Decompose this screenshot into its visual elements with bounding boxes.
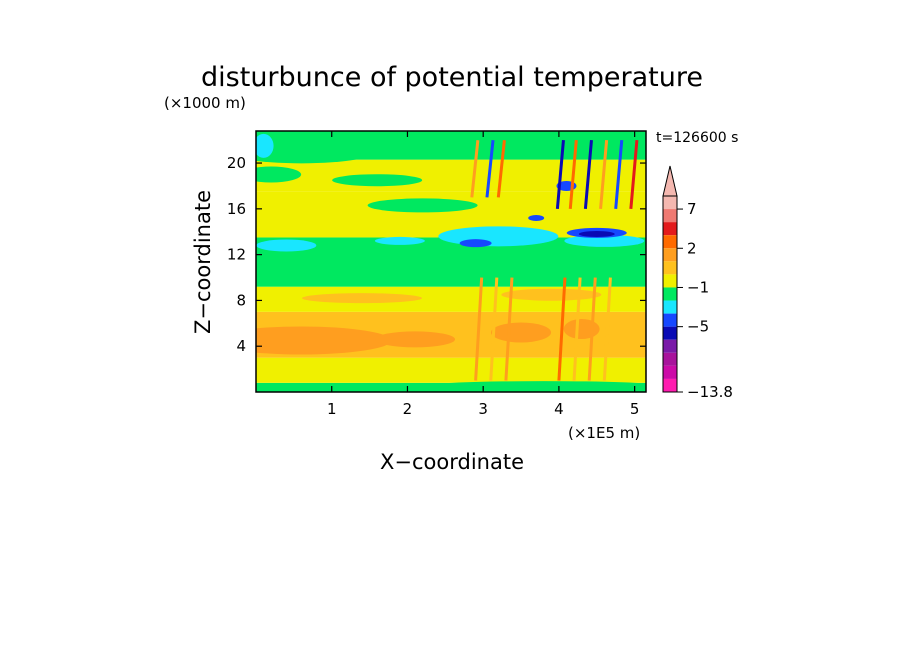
x-tick-label: 3 (478, 400, 488, 418)
colorbar-level (663, 196, 677, 210)
field-patch (256, 133, 274, 158)
colorbar-level (663, 300, 677, 314)
x-axis-label: X−coordinate (380, 450, 524, 474)
time-label: t=126600 s (656, 130, 738, 146)
field-streak (572, 277, 582, 381)
x-tick-label: 1 (327, 400, 337, 418)
y-tick-label: 4 (236, 337, 246, 355)
field-patch (459, 239, 492, 248)
y-tick-label: 12 (227, 246, 246, 264)
field-patch (491, 322, 552, 343)
colorbar-tick-label: −13.8 (687, 383, 733, 401)
y-tick-label: 8 (236, 291, 246, 309)
field-streak (504, 277, 514, 381)
field-patch (302, 293, 423, 304)
field-patch (501, 288, 602, 301)
field-streak (602, 277, 612, 381)
field-streak (557, 277, 567, 381)
field-patch (332, 174, 423, 187)
field-band-0 (256, 382, 646, 392)
field-patch (433, 381, 646, 390)
colorbar-level (663, 248, 677, 262)
x-tick-label: 4 (554, 400, 564, 418)
field-streak (568, 140, 578, 209)
y-tick-label: 16 (227, 200, 246, 218)
y-axis: 4 8 12 16 20 (227, 154, 646, 355)
y-unit-label: (×1000 m) (164, 94, 246, 112)
x-axis: 1 2 3 4 5 (327, 131, 639, 418)
colorbar-tick-label: 2 (687, 239, 697, 257)
colorbar-frame (662, 195, 678, 393)
plot-frame (255, 130, 647, 393)
field-patch (375, 331, 456, 348)
field-streak (583, 140, 593, 209)
field-streak (496, 140, 506, 198)
colorbar-level (663, 209, 677, 223)
y-tick-label: 20 (227, 154, 246, 172)
colorbar-level (663, 235, 677, 249)
colorbar-level (663, 261, 677, 275)
colorbar-level (663, 339, 677, 353)
field-patch (563, 319, 600, 340)
colorbar-level (663, 287, 677, 301)
field-band-6 (256, 159, 646, 192)
field-patch (256, 166, 302, 183)
chart-title: disturbunce of potential temperature (201, 62, 703, 93)
field-patch (578, 231, 615, 238)
x-unit-label: (×1E5 m) (568, 424, 640, 442)
field-streak (485, 140, 495, 198)
field-streak (614, 140, 624, 209)
field-streak (474, 277, 484, 381)
colorbar-tick-label: 7 (687, 200, 697, 218)
colorbar-level (663, 326, 677, 340)
field-patch (256, 239, 317, 252)
field-streak (599, 140, 609, 209)
colorbar-level (663, 365, 677, 379)
colorbar: 7 2 −1 −5 −13.8 (662, 165, 733, 401)
field-patch (332, 135, 453, 156)
plot-area (256, 131, 646, 392)
colorbar-tick-label: −5 (687, 318, 709, 336)
colorbar-tick-label: −1 (687, 278, 709, 296)
field-streak (629, 140, 639, 209)
field-patch (438, 226, 559, 247)
colorbar-level (663, 274, 677, 288)
field-streak (470, 140, 480, 198)
colorbar-level (663, 378, 677, 392)
field-streak (489, 277, 499, 381)
colorbar-max-arrow (662, 165, 678, 197)
field-patch (256, 326, 392, 355)
field-streak (587, 277, 597, 381)
colorbar-level (663, 352, 677, 366)
colorbar-level (663, 222, 677, 236)
field-patch (374, 236, 425, 245)
x-tick-label: 5 (630, 400, 640, 418)
field-patch (528, 215, 545, 221)
field-streak (555, 140, 565, 209)
field-patch (367, 198, 478, 213)
y-axis-label: Z−coordinate (191, 190, 215, 334)
x-tick-label: 2 (403, 400, 413, 418)
field-patch (564, 234, 645, 247)
colorbar-level (663, 313, 677, 327)
field-band-1 (256, 357, 646, 383)
